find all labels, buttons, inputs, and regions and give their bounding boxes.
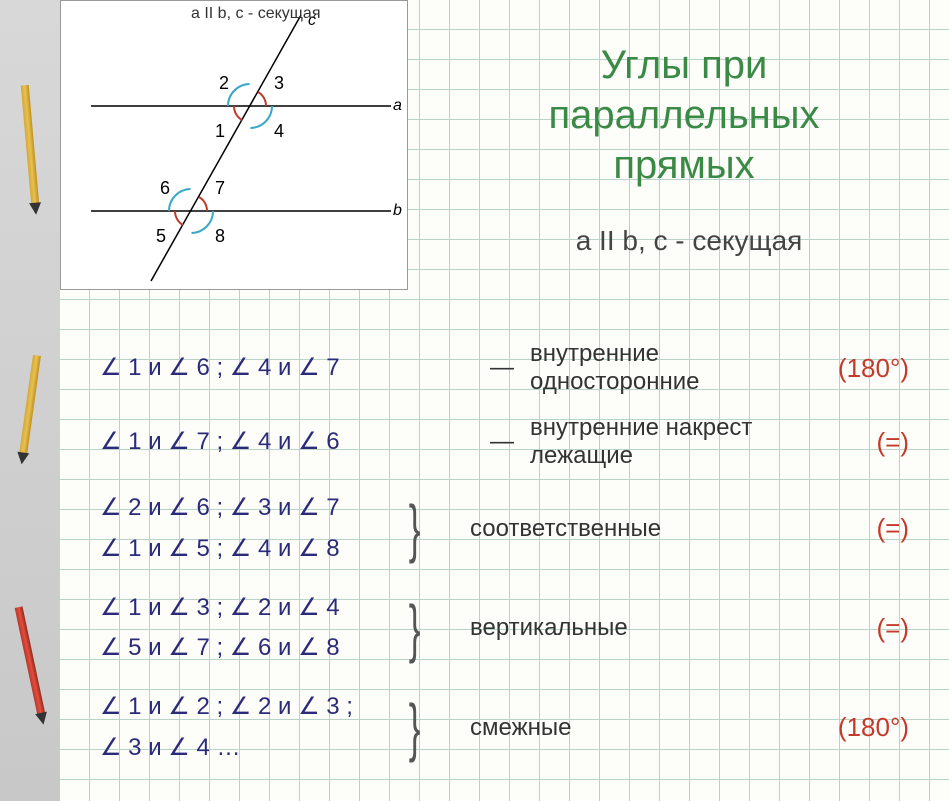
- svg-text:6: 6: [160, 178, 170, 198]
- angle-line: ∠ 1 и ∠ 2 ; ∠ 2 и ∠ 3 ;: [100, 687, 400, 728]
- line-label-b: b: [393, 202, 402, 219]
- brace-icon: }: [400, 699, 430, 757]
- rule-value: (180°): [819, 712, 909, 743]
- rule-row: ∠ 1 и ∠ 7 ; ∠ 4 и ∠ 6 — внутренние накре…: [100, 414, 909, 470]
- rule-row: ∠ 1 и ∠ 2 ; ∠ 2 и ∠ 3 ; ∠ 3 и ∠ 4 … } см…: [100, 687, 909, 769]
- rule-label: соответственные: [430, 515, 819, 543]
- slide-title: Углы при параллельных прямых: [479, 40, 889, 190]
- rule-value: (=): [819, 513, 909, 544]
- decorative-left-strip: [0, 0, 60, 801]
- rule-row: ∠ 2 и ∠ 6 ; ∠ 3 и ∠ 7 ∠ 1 и ∠ 5 ; ∠ 4 и …: [100, 488, 909, 570]
- angle-line: ∠ 2 и ∠ 6 ; ∠ 3 и ∠ 7: [100, 488, 400, 529]
- svg-text:4: 4: [274, 121, 284, 141]
- geometry-diagram: a II b, c - секущая a b c: [60, 0, 408, 290]
- svg-text:7: 7: [215, 178, 225, 198]
- diagram-svg: a b c 2 3 1 4 6: [61, 1, 409, 291]
- rule-row: ∠ 1 и ∠ 3 ; ∠ 2 и ∠ 4 ∠ 5 и ∠ 7 ; ∠ 6 и …: [100, 588, 909, 670]
- pencil-icon: [19, 355, 41, 455]
- rule-value: (=): [819, 613, 909, 644]
- brace-icon: }: [400, 500, 430, 558]
- rules-list: ∠ 1 и ∠ 6 ; ∠ 4 и ∠ 7 — внутренние однос…: [100, 340, 909, 787]
- dash: —: [490, 354, 530, 382]
- angle-line: ∠ 3 и ∠ 4 …: [100, 728, 400, 769]
- angle-pairs: ∠ 1 и ∠ 7 ; ∠ 4 и ∠ 6: [100, 422, 490, 463]
- svg-text:2: 2: [219, 73, 229, 93]
- angle-pairs: ∠ 2 и ∠ 6 ; ∠ 3 и ∠ 7 ∠ 1 и ∠ 5 ; ∠ 4 и …: [100, 488, 400, 570]
- svg-text:3: 3: [274, 73, 284, 93]
- svg-text:1: 1: [215, 121, 225, 141]
- svg-text:5: 5: [156, 226, 166, 246]
- rule-label: смежные: [430, 714, 819, 742]
- rule-value: (180°): [819, 353, 909, 384]
- pencil-icon: [21, 85, 39, 205]
- rule-label: внутренние односторонние: [530, 340, 819, 396]
- slide-subtitle: a II b, c - секущая: [479, 225, 899, 257]
- diagram-caption: a II b, c - секущая: [191, 5, 321, 23]
- rule-value: (=): [819, 427, 909, 458]
- brace-icon: }: [400, 600, 430, 658]
- angle-pairs: ∠ 1 и ∠ 6 ; ∠ 4 и ∠ 7: [100, 348, 490, 389]
- angle-line: ∠ 1 и ∠ 5 ; ∠ 4 и ∠ 8: [100, 529, 400, 570]
- slide-content: a II b, c - секущая a b c: [60, 0, 949, 801]
- rule-label: внутренние накрест лежащие: [530, 414, 819, 470]
- rule-label: вертикальные: [430, 614, 819, 642]
- angle-pairs: ∠ 1 и ∠ 2 ; ∠ 2 и ∠ 3 ; ∠ 3 и ∠ 4 …: [100, 687, 400, 769]
- dash: —: [490, 428, 530, 456]
- pencil-icon: [15, 606, 46, 715]
- line-label-a: a: [393, 97, 402, 114]
- svg-text:8: 8: [215, 226, 225, 246]
- angle-pairs: ∠ 1 и ∠ 3 ; ∠ 2 и ∠ 4 ∠ 5 и ∠ 7 ; ∠ 6 и …: [100, 588, 400, 670]
- angle-line: ∠ 5 и ∠ 7 ; ∠ 6 и ∠ 8: [100, 628, 400, 669]
- rule-row: ∠ 1 и ∠ 6 ; ∠ 4 и ∠ 7 — внутренние однос…: [100, 340, 909, 396]
- angle-line: ∠ 1 и ∠ 3 ; ∠ 2 и ∠ 4: [100, 588, 400, 629]
